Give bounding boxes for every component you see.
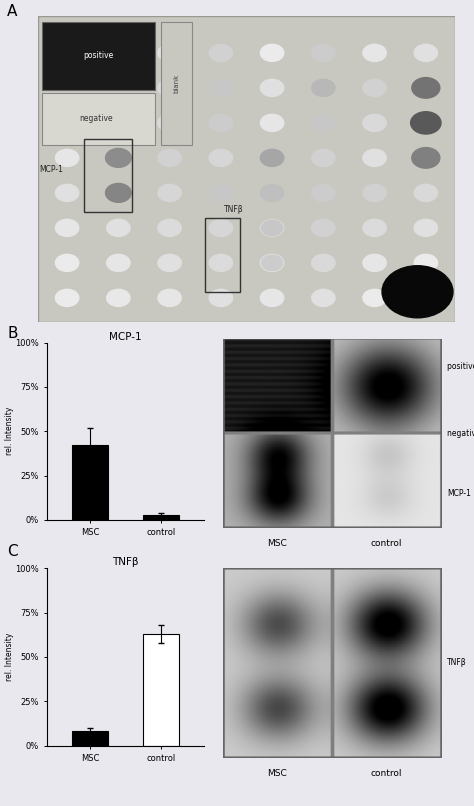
Text: C: C <box>7 544 18 559</box>
Circle shape <box>312 44 335 61</box>
Text: A: A <box>7 4 18 19</box>
Text: B: B <box>7 326 18 342</box>
Text: negative control: negative control <box>447 429 474 438</box>
Circle shape <box>260 114 284 131</box>
Circle shape <box>363 255 386 272</box>
Text: positive: positive <box>83 52 114 60</box>
Circle shape <box>106 148 131 168</box>
Circle shape <box>209 79 233 97</box>
Circle shape <box>107 149 130 167</box>
Circle shape <box>363 219 386 236</box>
Circle shape <box>106 184 131 202</box>
Circle shape <box>260 44 284 61</box>
Bar <box>42 23 155 89</box>
Circle shape <box>414 289 438 306</box>
Circle shape <box>209 219 233 236</box>
Text: MSC: MSC <box>267 539 287 548</box>
Bar <box>161 23 192 145</box>
Circle shape <box>209 149 233 167</box>
Circle shape <box>312 149 335 167</box>
Circle shape <box>312 289 335 306</box>
Circle shape <box>209 185 233 202</box>
Circle shape <box>414 219 438 236</box>
Circle shape <box>209 255 233 272</box>
Bar <box>42 93 155 145</box>
Text: control: control <box>371 539 402 548</box>
Circle shape <box>260 289 284 306</box>
Y-axis label: rel. Intensity: rel. Intensity <box>5 633 14 681</box>
Circle shape <box>363 185 386 202</box>
Circle shape <box>158 185 181 202</box>
Circle shape <box>209 44 233 61</box>
Circle shape <box>414 255 438 272</box>
Circle shape <box>262 256 283 271</box>
Circle shape <box>158 255 181 272</box>
Bar <box>72 446 108 520</box>
Circle shape <box>363 289 386 306</box>
Text: TNFβ: TNFβ <box>224 205 243 214</box>
Circle shape <box>312 219 335 236</box>
Text: TNFβ: TNFβ <box>447 659 467 667</box>
Circle shape <box>209 289 233 306</box>
Circle shape <box>363 44 386 61</box>
Circle shape <box>414 149 438 167</box>
Circle shape <box>414 79 438 97</box>
Circle shape <box>312 185 335 202</box>
Bar <box>72 731 108 746</box>
Text: MSC: MSC <box>267 769 287 778</box>
Circle shape <box>414 44 438 61</box>
Y-axis label: rel. Intensity: rel. Intensity <box>5 407 14 455</box>
Circle shape <box>158 149 181 167</box>
Circle shape <box>158 114 181 131</box>
Circle shape <box>382 266 453 318</box>
Circle shape <box>55 114 79 131</box>
Circle shape <box>260 255 284 272</box>
Text: positive control: positive control <box>447 363 474 372</box>
Circle shape <box>363 79 386 97</box>
Bar <box>143 514 179 520</box>
Circle shape <box>55 289 79 306</box>
Circle shape <box>55 185 79 202</box>
Circle shape <box>158 219 181 236</box>
Circle shape <box>55 219 79 236</box>
Circle shape <box>312 79 335 97</box>
Circle shape <box>414 185 438 202</box>
Circle shape <box>312 255 335 272</box>
Title: TNFβ: TNFβ <box>112 558 139 567</box>
Circle shape <box>363 114 386 131</box>
Title: MCP-1: MCP-1 <box>109 332 142 342</box>
Circle shape <box>107 185 130 202</box>
Circle shape <box>260 79 284 97</box>
Circle shape <box>260 185 284 202</box>
Circle shape <box>410 112 441 134</box>
Circle shape <box>312 114 335 131</box>
Circle shape <box>260 219 284 236</box>
Circle shape <box>107 289 130 306</box>
Bar <box>205 218 240 292</box>
Circle shape <box>158 289 181 306</box>
Bar <box>143 634 179 746</box>
Circle shape <box>260 149 284 167</box>
Circle shape <box>107 114 130 131</box>
Text: MCP-1: MCP-1 <box>39 164 63 174</box>
Circle shape <box>107 219 130 236</box>
Circle shape <box>412 77 440 98</box>
Text: control: control <box>371 769 402 778</box>
Circle shape <box>363 149 386 167</box>
Circle shape <box>262 220 283 235</box>
Text: negative: negative <box>80 114 113 123</box>
Bar <box>84 139 132 212</box>
Circle shape <box>107 255 130 272</box>
Text: MCP-1: MCP-1 <box>447 489 471 498</box>
Circle shape <box>158 44 181 61</box>
Circle shape <box>412 147 440 168</box>
Circle shape <box>55 255 79 272</box>
Circle shape <box>55 149 79 167</box>
Circle shape <box>158 79 181 97</box>
Circle shape <box>209 114 233 131</box>
Text: blank: blank <box>174 74 180 93</box>
Circle shape <box>414 114 438 131</box>
